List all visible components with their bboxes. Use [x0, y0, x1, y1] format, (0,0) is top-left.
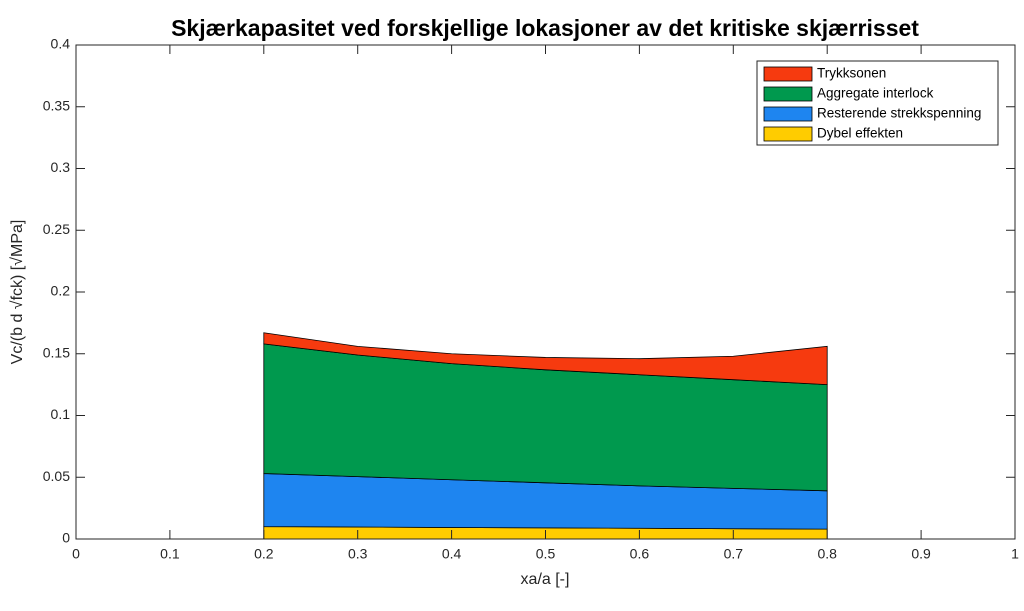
legend-label: Trykksonen [817, 66, 886, 81]
y-tick-label: 0.1 [51, 406, 71, 422]
legend-label: Dybel effekten [817, 126, 903, 141]
area [263, 332, 828, 386]
x-tick-label: 0 [72, 546, 80, 562]
x-tick-label: 0.6 [630, 546, 650, 562]
y-tick-label: 0.15 [43, 344, 70, 360]
x-axis-label: xa/a [-] [521, 571, 570, 588]
legend-label: Aggregate interlock [817, 86, 934, 101]
legend-label: Resterende strekkspenning [817, 106, 981, 121]
y-tick-label: 0.4 [51, 36, 71, 52]
x-tick-label: 0.5 [536, 546, 556, 562]
x-tick-label: 0.9 [911, 546, 931, 562]
y-tick-label: 0.2 [51, 283, 71, 299]
x-tick-label: 1 [1011, 546, 1019, 562]
chart-title: Skjærkapasitet ved forskjellige lokasjon… [171, 15, 919, 41]
legend-swatch [763, 126, 813, 142]
x-tick-label: 0.3 [348, 546, 368, 562]
y-tick-label: 0 [62, 530, 70, 546]
y-axis-label: Vc/(b d √fck) [√MPa] [9, 220, 26, 365]
x-tick-label: 0.4 [442, 546, 462, 562]
legend-swatch [763, 106, 813, 122]
legend-swatch [763, 86, 813, 102]
legend-swatch [763, 66, 813, 82]
x-tick-label: 0.2 [254, 546, 274, 562]
x-tick-label: 0.8 [817, 546, 837, 562]
y-tick-label: 0.05 [43, 468, 70, 484]
x-tick-label: 0.1 [160, 546, 180, 562]
y-tick-label: 0.25 [43, 221, 70, 237]
x-tick-label: 0.7 [724, 546, 744, 562]
y-tick-label: 0.3 [51, 159, 71, 175]
y-tick-label: 0.35 [43, 97, 70, 113]
